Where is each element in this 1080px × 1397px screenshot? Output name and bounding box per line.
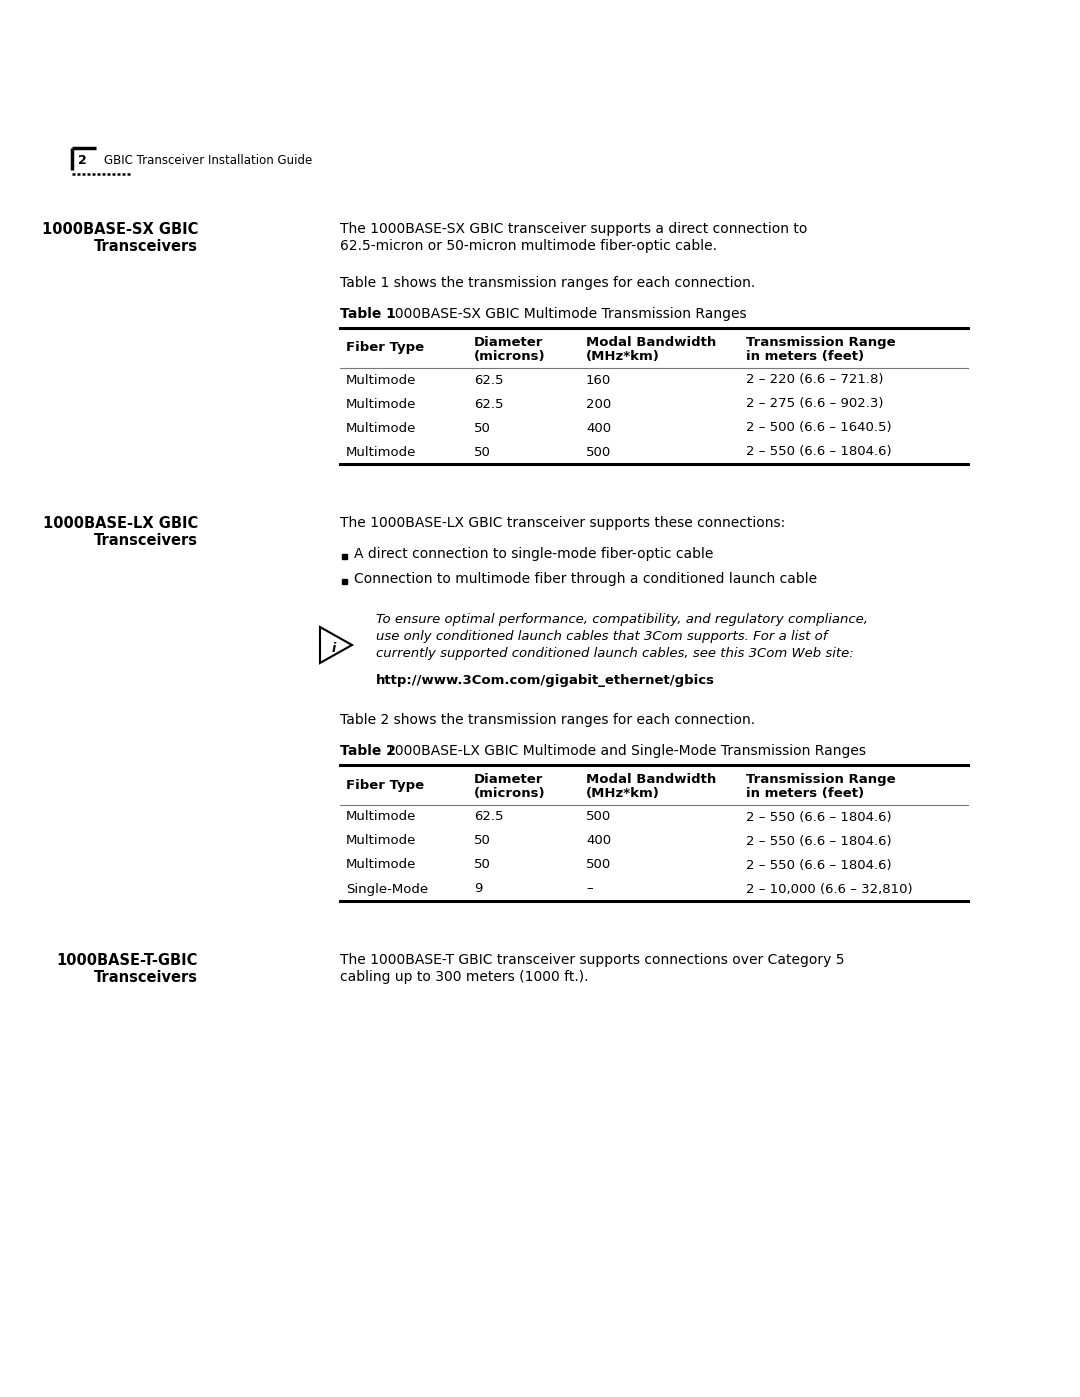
Text: 50: 50 bbox=[474, 859, 491, 872]
Text: Table 1 shows the transmission ranges for each connection.: Table 1 shows the transmission ranges fo… bbox=[340, 277, 755, 291]
Text: Multimode: Multimode bbox=[346, 446, 417, 458]
Text: Multimode: Multimode bbox=[346, 398, 417, 411]
Text: The 1000BASE-T GBIC transceiver supports connections over Category 5: The 1000BASE-T GBIC transceiver supports… bbox=[340, 953, 845, 967]
Text: use only conditioned launch cables that 3Com supports. For a list of: use only conditioned launch cables that … bbox=[376, 630, 827, 643]
Text: cabling up to 300 meters (1000 ft.).: cabling up to 300 meters (1000 ft.). bbox=[340, 970, 589, 983]
Text: 400: 400 bbox=[586, 422, 611, 434]
Text: 1000BASE-T-GBIC: 1000BASE-T-GBIC bbox=[56, 953, 198, 968]
Text: http://www.3Com.com/gigabit_ethernet/gbics: http://www.3Com.com/gigabit_ethernet/gbi… bbox=[376, 673, 715, 687]
Text: Table 2 shows the transmission ranges for each connection.: Table 2 shows the transmission ranges fo… bbox=[340, 712, 755, 726]
Text: 50: 50 bbox=[474, 446, 491, 458]
Text: 160: 160 bbox=[586, 373, 611, 387]
Text: The 1000BASE-SX GBIC transceiver supports a direct connection to: The 1000BASE-SX GBIC transceiver support… bbox=[340, 222, 808, 236]
Text: Multimode: Multimode bbox=[346, 373, 417, 387]
Text: Modal Bandwidth: Modal Bandwidth bbox=[586, 773, 716, 787]
Text: Transceivers: Transceivers bbox=[94, 970, 198, 985]
Text: 62.5-micron or 50-micron multimode fiber-optic cable.: 62.5-micron or 50-micron multimode fiber… bbox=[340, 239, 717, 253]
Text: –: – bbox=[586, 883, 593, 895]
Text: 9: 9 bbox=[474, 883, 483, 895]
Text: in meters (feet): in meters (feet) bbox=[746, 787, 864, 800]
Text: 50: 50 bbox=[474, 834, 491, 848]
Text: Table 1: Table 1 bbox=[340, 307, 396, 321]
Bar bbox=[342, 553, 347, 559]
Text: 400: 400 bbox=[586, 834, 611, 848]
Text: 2 – 550 (6.6 – 1804.6): 2 – 550 (6.6 – 1804.6) bbox=[746, 810, 892, 823]
Text: 2 – 10,000 (6.6 – 32,810): 2 – 10,000 (6.6 – 32,810) bbox=[746, 883, 913, 895]
Text: in meters (feet): in meters (feet) bbox=[746, 351, 864, 363]
Text: 62.5: 62.5 bbox=[474, 373, 503, 387]
Text: 1000BASE-SX GBIC Multimode Transmission Ranges: 1000BASE-SX GBIC Multimode Transmission … bbox=[386, 307, 746, 321]
Text: 1000BASE-LX GBIC: 1000BASE-LX GBIC bbox=[43, 515, 198, 531]
Text: Multimode: Multimode bbox=[346, 834, 417, 848]
Text: (microns): (microns) bbox=[474, 351, 545, 363]
Text: 500: 500 bbox=[586, 859, 611, 872]
Bar bbox=[342, 578, 347, 584]
Text: 500: 500 bbox=[586, 810, 611, 823]
Text: (MHz*km): (MHz*km) bbox=[586, 787, 660, 800]
Text: Transmission Range: Transmission Range bbox=[746, 773, 895, 787]
Text: 62.5: 62.5 bbox=[474, 398, 503, 411]
Text: (MHz*km): (MHz*km) bbox=[586, 351, 660, 363]
Text: Diameter: Diameter bbox=[474, 337, 543, 349]
Text: 50: 50 bbox=[474, 422, 491, 434]
Text: 1000BASE-LX GBIC Multimode and Single-Mode Transmission Ranges: 1000BASE-LX GBIC Multimode and Single-Mo… bbox=[386, 745, 866, 759]
Text: Table 2: Table 2 bbox=[340, 745, 396, 759]
Text: Multimode: Multimode bbox=[346, 859, 417, 872]
Text: 2 – 275 (6.6 – 902.3): 2 – 275 (6.6 – 902.3) bbox=[746, 398, 883, 411]
Text: 2 – 550 (6.6 – 1804.6): 2 – 550 (6.6 – 1804.6) bbox=[746, 446, 892, 458]
Text: The 1000BASE-LX GBIC transceiver supports these connections:: The 1000BASE-LX GBIC transceiver support… bbox=[340, 515, 785, 529]
Text: Modal Bandwidth: Modal Bandwidth bbox=[586, 337, 716, 349]
Text: 2 – 550 (6.6 – 1804.6): 2 – 550 (6.6 – 1804.6) bbox=[746, 834, 892, 848]
Text: 1000BASE-SX GBIC: 1000BASE-SX GBIC bbox=[42, 222, 198, 237]
Text: 200: 200 bbox=[586, 398, 611, 411]
Text: 2 – 550 (6.6 – 1804.6): 2 – 550 (6.6 – 1804.6) bbox=[746, 859, 892, 872]
Text: Fiber Type: Fiber Type bbox=[346, 778, 424, 792]
Text: currently supported conditioned launch cables, see this 3Com Web site:: currently supported conditioned launch c… bbox=[376, 647, 854, 659]
Text: Transceivers: Transceivers bbox=[94, 239, 198, 254]
Text: 2: 2 bbox=[78, 154, 86, 166]
Text: 2 – 220 (6.6 – 721.8): 2 – 220 (6.6 – 721.8) bbox=[746, 373, 883, 387]
Text: Fiber Type: Fiber Type bbox=[346, 341, 424, 355]
Text: To ensure optimal performance, compatibility, and regulatory compliance,: To ensure optimal performance, compatibi… bbox=[376, 613, 868, 626]
Text: i: i bbox=[332, 643, 336, 655]
Text: 500: 500 bbox=[586, 446, 611, 458]
Text: A direct connection to single-mode fiber-optic cable: A direct connection to single-mode fiber… bbox=[354, 548, 714, 562]
Text: Connection to multimode fiber through a conditioned launch cable: Connection to multimode fiber through a … bbox=[354, 571, 818, 585]
Text: GBIC Transceiver Installation Guide: GBIC Transceiver Installation Guide bbox=[104, 154, 312, 166]
Text: Single-Mode: Single-Mode bbox=[346, 883, 428, 895]
Text: 2 – 500 (6.6 – 1640.5): 2 – 500 (6.6 – 1640.5) bbox=[746, 422, 892, 434]
Text: Multimode: Multimode bbox=[346, 810, 417, 823]
Text: Transmission Range: Transmission Range bbox=[746, 337, 895, 349]
Text: Transceivers: Transceivers bbox=[94, 534, 198, 548]
Text: (microns): (microns) bbox=[474, 787, 545, 800]
Text: 62.5: 62.5 bbox=[474, 810, 503, 823]
Text: Multimode: Multimode bbox=[346, 422, 417, 434]
Text: Diameter: Diameter bbox=[474, 773, 543, 787]
